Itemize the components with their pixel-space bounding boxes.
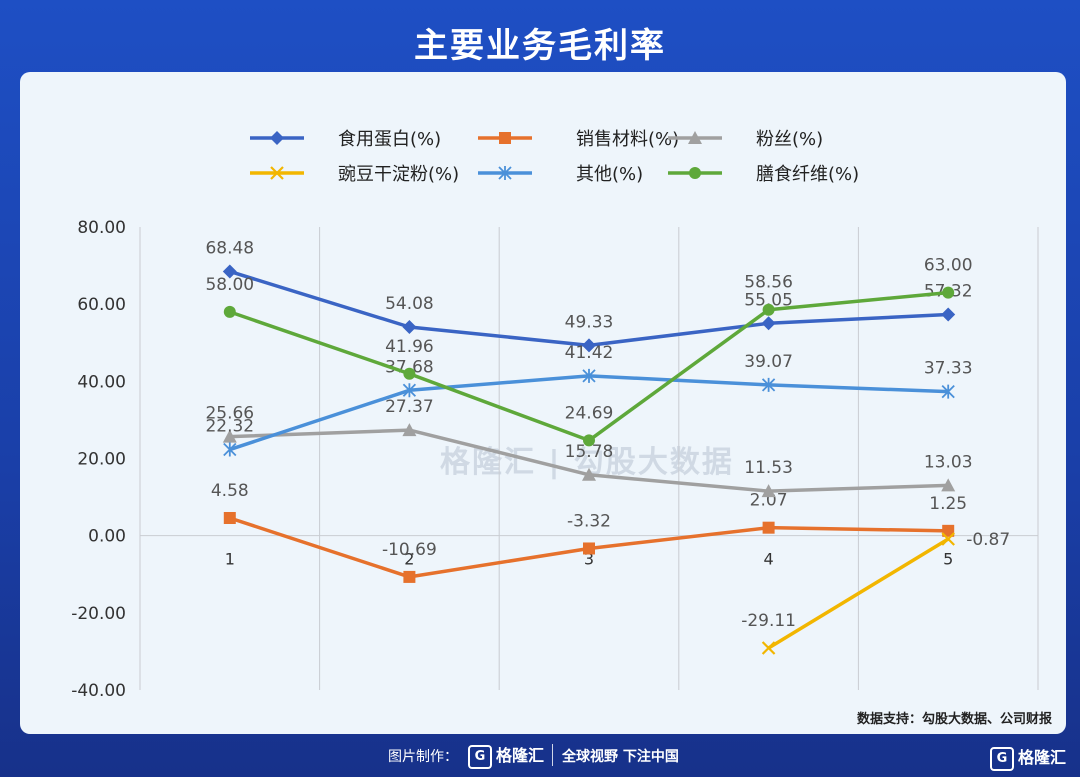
data-label: 39.07 bbox=[744, 352, 793, 372]
data-point bbox=[223, 511, 236, 524]
data-label: -10.69 bbox=[382, 540, 437, 560]
data-point bbox=[403, 367, 416, 380]
data-label: -29.11 bbox=[741, 611, 796, 631]
data-point bbox=[222, 429, 237, 443]
data-label: 37.33 bbox=[924, 359, 973, 379]
data-point bbox=[762, 521, 775, 534]
series-line bbox=[767, 537, 950, 650]
y-tick-label: 20.00 bbox=[77, 450, 126, 470]
data-label: 41.42 bbox=[565, 343, 614, 363]
x-tick-label: 4 bbox=[764, 550, 774, 569]
footer-divider bbox=[552, 744, 553, 766]
footer: 图片制作： G 格隆汇 全球视野 下注中国 bbox=[0, 740, 1080, 770]
corner-logo-text: 格隆汇 bbox=[1017, 748, 1066, 767]
corner-logo: G 格隆汇 bbox=[989, 744, 1066, 771]
data-label: 54.08 bbox=[385, 294, 434, 314]
footer-slogan: 全球视野 下注中国 bbox=[562, 749, 679, 765]
legend-label: 食用蛋白(%) bbox=[338, 129, 441, 150]
data-source: 数据支持：勾股大数据、公司财报 bbox=[856, 712, 1052, 727]
data-point bbox=[941, 532, 955, 546]
data-point bbox=[942, 524, 955, 537]
x-tick-label: 1 bbox=[225, 550, 235, 569]
x-tick-label: 2 bbox=[404, 550, 414, 569]
data-label: 68.48 bbox=[205, 238, 254, 258]
data-label: 24.69 bbox=[565, 403, 614, 423]
data-label: -3.32 bbox=[567, 511, 611, 531]
data-point bbox=[942, 286, 955, 299]
data-point bbox=[761, 641, 776, 655]
data-point bbox=[583, 542, 595, 555]
data-point bbox=[761, 316, 776, 331]
y-tick-label: 0.00 bbox=[88, 527, 126, 547]
y-tick-label: 80.00 bbox=[77, 218, 126, 238]
y-tick-label: 60.00 bbox=[77, 295, 126, 315]
data-point bbox=[402, 383, 417, 398]
x-tick-label: 5 bbox=[943, 550, 953, 569]
chart-panel: 格隆汇 | 勾股大数据 -40.00 -20.00 0.00 20.00 40.00 60… bbox=[20, 72, 1066, 734]
data-label: 22.32 bbox=[205, 417, 254, 437]
legend-swatch-marker bbox=[498, 166, 512, 180]
data-label: 15.78 bbox=[565, 442, 614, 462]
line-chart: -40.00 -20.00 0.00 20.00 40.00 60.00 80.00 1 2 3 4… bbox=[71, 129, 1039, 701]
data-point bbox=[582, 368, 596, 383]
data-point bbox=[582, 338, 596, 353]
data-label: 49.33 bbox=[565, 312, 614, 332]
data-label: -0.87 bbox=[966, 530, 1010, 550]
legend-swatch-marker bbox=[270, 166, 284, 180]
legend-swatch-marker bbox=[499, 132, 511, 144]
logo-g-icon: G bbox=[468, 744, 492, 769]
data-point bbox=[761, 484, 776, 498]
y-tick-label: -40.00 bbox=[71, 681, 126, 701]
y-tick-label: 40.00 bbox=[77, 372, 126, 392]
data-point bbox=[761, 377, 776, 392]
data-label: 27.37 bbox=[385, 397, 434, 417]
data-label: 58.56 bbox=[744, 273, 793, 293]
data-label: 63.00 bbox=[924, 256, 973, 276]
data-label: 25.66 bbox=[205, 404, 254, 424]
data-point bbox=[222, 264, 237, 279]
data-point bbox=[941, 478, 956, 492]
data-label: 37.68 bbox=[385, 357, 434, 377]
legend-label: 膳食纤维(%) bbox=[756, 164, 859, 185]
data-label: 13.03 bbox=[924, 452, 973, 472]
data-point bbox=[403, 570, 416, 583]
data-point bbox=[223, 442, 237, 457]
data-label: 1.25 bbox=[929, 494, 967, 514]
y-tick-label: -20.00 bbox=[71, 604, 126, 624]
data-point bbox=[583, 434, 595, 447]
footer-made-label: 图片制作： bbox=[388, 749, 458, 765]
data-label: 4.58 bbox=[211, 481, 249, 501]
data-point bbox=[223, 305, 236, 318]
legend-swatch-marker bbox=[270, 131, 284, 145]
legend-swatch-marker bbox=[688, 131, 702, 144]
logo-g-icon: G bbox=[989, 746, 1014, 771]
legend-label: 粉丝(%) bbox=[756, 129, 823, 150]
data-point bbox=[941, 307, 956, 322]
data-label: 58.00 bbox=[205, 275, 254, 295]
legend-label: 豌豆干淀粉(%) bbox=[338, 164, 459, 185]
footer-logo-text: 格隆汇 bbox=[496, 746, 545, 765]
data-label: 11.53 bbox=[744, 458, 793, 478]
data-point bbox=[402, 423, 417, 437]
data-point bbox=[582, 467, 596, 481]
legend-swatch-marker bbox=[689, 167, 701, 179]
data-label: 41.96 bbox=[385, 337, 434, 357]
footer-logo: G 格隆汇 bbox=[468, 742, 544, 769]
x-tick-label: 3 bbox=[584, 550, 594, 569]
page-title: 主要业务毛利率 bbox=[414, 26, 666, 66]
data-label: 2.07 bbox=[750, 491, 788, 511]
series-line bbox=[229, 269, 949, 348]
legend-label: 销售材料(%) bbox=[576, 129, 679, 150]
data-point bbox=[941, 384, 955, 399]
data-label: 55.05 bbox=[744, 290, 793, 310]
legend-label: 其他(%) bbox=[576, 164, 643, 185]
data-point bbox=[762, 303, 775, 316]
data-point bbox=[402, 320, 417, 335]
